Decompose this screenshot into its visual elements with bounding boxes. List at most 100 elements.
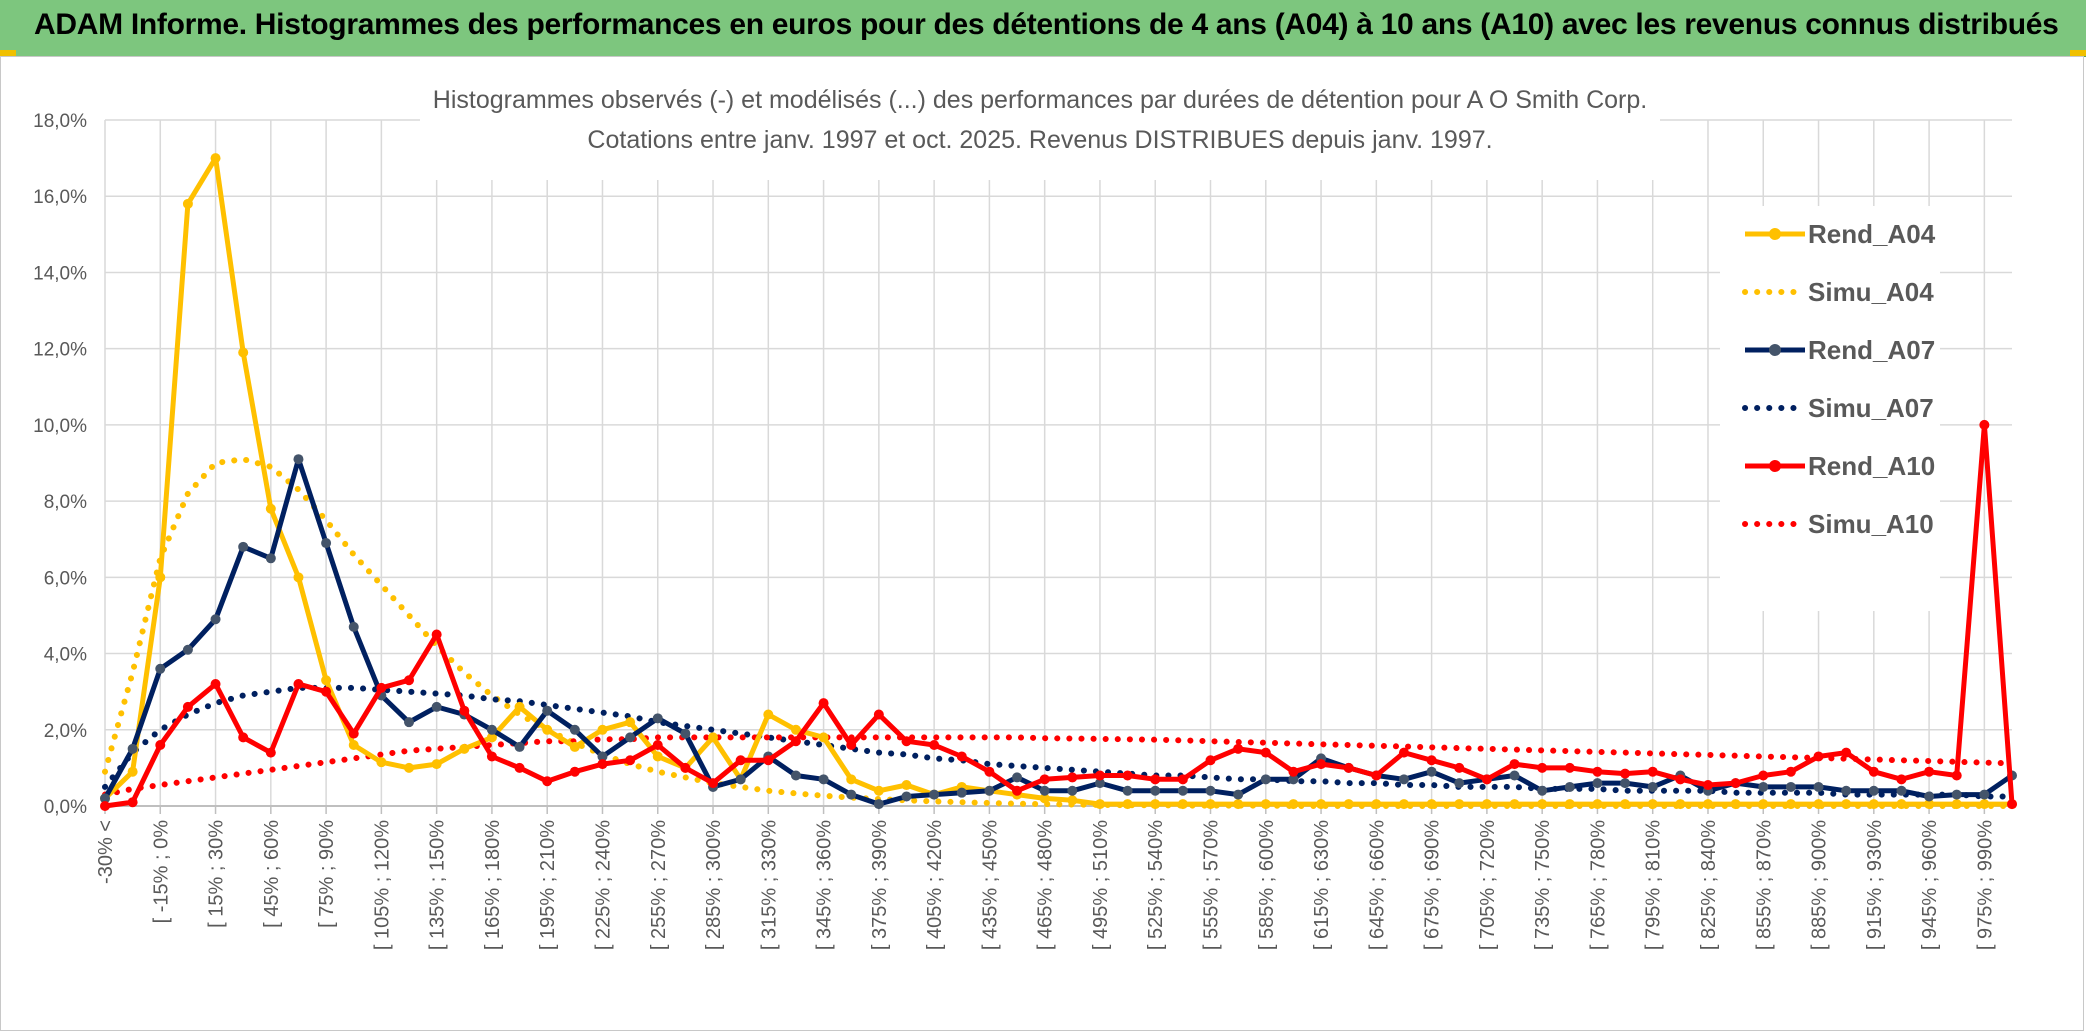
- x-tick-label: [ 885% ; 900%: [1809, 820, 1831, 950]
- data-point-rend_a04: [1785, 799, 1796, 810]
- x-tick-label: [ 555% ; 570%: [1201, 820, 1223, 950]
- data-point-rend_a07: [404, 717, 415, 728]
- data-point-rend_a10: [1288, 766, 1299, 777]
- data-point-rend_a10: [1675, 774, 1686, 785]
- data-point-rend_a07: [1454, 778, 1465, 789]
- data-point-rend_a10: [542, 776, 553, 787]
- data-point-rend_a04: [1868, 799, 1879, 810]
- data-point-rend_a10: [1868, 766, 1879, 777]
- data-point-rend_a10: [763, 755, 774, 766]
- y-tick-label: 12,0%: [33, 340, 87, 361]
- data-point-rend_a07: [155, 663, 166, 674]
- y-tick-label: 2,0%: [44, 721, 87, 742]
- data-point-rend_a10: [182, 701, 193, 712]
- legend-marker-rend_a04: [1769, 228, 1781, 240]
- data-point-rend_a07: [1785, 781, 1796, 792]
- data-point-rend_a04: [763, 709, 774, 720]
- data-point-rend_a10: [735, 755, 746, 766]
- data-point-rend_a04: [127, 766, 138, 777]
- banner-corner-mark-right: [2070, 50, 2086, 56]
- data-point-rend_a04: [790, 724, 801, 735]
- x-tick-label: [ 15% ; 30%: [206, 820, 228, 928]
- x-tick-label: [ 465% ; 480%: [1035, 820, 1057, 950]
- data-point-rend_a04: [238, 347, 249, 358]
- data-point-rend_a04: [155, 572, 166, 583]
- x-tick-label: [ 645% ; 660%: [1366, 820, 1388, 950]
- data-point-rend_a07: [818, 774, 829, 785]
- x-tick-label: [ 705% ; 720%: [1477, 820, 1499, 950]
- data-point-rend_a07: [873, 799, 884, 810]
- data-point-rend_a10: [431, 629, 442, 640]
- y-tick-label: 10,0%: [33, 416, 87, 437]
- data-point-rend_a04: [1067, 795, 1078, 806]
- x-tick-label: [ 375% ; 390%: [869, 820, 891, 950]
- chart-title-background: [420, 76, 1660, 180]
- x-tick-label: [ 135% ; 150%: [427, 820, 449, 950]
- data-point-rend_a04: [1509, 799, 1520, 810]
- data-point-rend_a07: [1813, 781, 1824, 792]
- data-point-rend_a07: [100, 793, 110, 804]
- data-point-rend_a04: [625, 717, 636, 728]
- series-line-simu_a04: [102, 456, 2015, 809]
- data-point-rend_a04: [1841, 799, 1852, 810]
- data-point-rend_a10: [265, 747, 276, 758]
- data-point-rend_a04: [652, 751, 663, 762]
- data-point-rend_a10: [1343, 762, 1354, 773]
- data-point-rend_a04: [376, 757, 387, 768]
- x-tick-label: [ 975% ; 990%: [1974, 820, 1996, 950]
- data-point-rend_a04: [542, 724, 553, 735]
- data-point-rend_a10: [514, 762, 525, 773]
- x-tick-label: [ -15% ; 0%: [150, 820, 172, 924]
- data-point-rend_a07: [1288, 774, 1299, 785]
- data-point-rend_a07: [542, 705, 553, 716]
- x-tick-label: [ 435% ; 450%: [979, 820, 1001, 950]
- data-point-rend_a10: [956, 751, 967, 762]
- data-point-rend_a10: [790, 736, 801, 747]
- data-point-rend_a10: [293, 679, 304, 690]
- data-point-rend_a07: [1896, 785, 1907, 796]
- data-point-rend_a10: [1647, 766, 1658, 777]
- data-point-rend_a04: [404, 762, 415, 773]
- data-point-rend_a10: [1067, 772, 1078, 783]
- data-point-rend_a10: [1371, 770, 1382, 781]
- data-point-rend_a04: [1233, 799, 1244, 810]
- data-point-rend_a10: [459, 705, 470, 716]
- chart-title: Histogrammes observés (-) et modélisés (…: [433, 86, 1647, 114]
- data-point-rend_a10: [404, 675, 415, 686]
- x-tick-label: [ 825% ; 840%: [1698, 820, 1720, 950]
- data-point-rend_a04: [1205, 799, 1216, 810]
- data-point-rend_a10: [1509, 759, 1520, 770]
- legend-label-simu_a04: Simu_A04: [1808, 277, 1934, 307]
- data-point-rend_a10: [1260, 747, 1271, 758]
- data-point-rend_a07: [597, 751, 608, 762]
- banner-title: ADAM Informe. Histogrammes des performan…: [34, 8, 2059, 41]
- data-point-rend_a10: [486, 751, 497, 762]
- x-tick-label: [ 495% ; 510%: [1090, 820, 1112, 950]
- y-tick-label: 6,0%: [44, 568, 87, 589]
- data-point-rend_a10: [1979, 419, 1990, 430]
- data-point-rend_a07: [1758, 781, 1769, 792]
- data-point-rend_a10: [569, 766, 580, 777]
- data-point-rend_a04: [818, 732, 829, 743]
- data-point-rend_a07: [1039, 785, 1050, 796]
- data-point-rend_a10: [901, 736, 912, 747]
- data-point-rend_a07: [1647, 781, 1658, 792]
- data-point-rend_a04: [1537, 799, 1548, 810]
- data-point-rend_a10: [708, 778, 719, 789]
- chart-subtitle: Cotations entre janv. 1997 et oct. 2025.…: [587, 126, 1492, 154]
- legend-marker-rend_a10: [1769, 460, 1781, 472]
- data-point-rend_a07: [1924, 791, 1935, 802]
- data-point-rend_a04: [1039, 793, 1050, 804]
- legend-label-simu_a07: Simu_A07: [1808, 393, 1934, 423]
- data-point-rend_a04: [1371, 799, 1382, 810]
- data-point-rend_a07: [956, 787, 967, 798]
- data-point-rend_a10: [1012, 785, 1023, 796]
- x-tick-label: [ 75% ; 90%: [316, 820, 338, 928]
- x-tick-label: [ 405% ; 420%: [924, 820, 946, 950]
- data-point-rend_a10: [1924, 766, 1935, 777]
- data-point-rend_a07: [1067, 785, 1078, 796]
- data-point-rend_a10: [1896, 774, 1907, 785]
- data-point-rend_a10: [1039, 774, 1050, 785]
- x-tick-label: [ 765% ; 780%: [1587, 820, 1609, 950]
- data-point-rend_a04: [321, 675, 332, 686]
